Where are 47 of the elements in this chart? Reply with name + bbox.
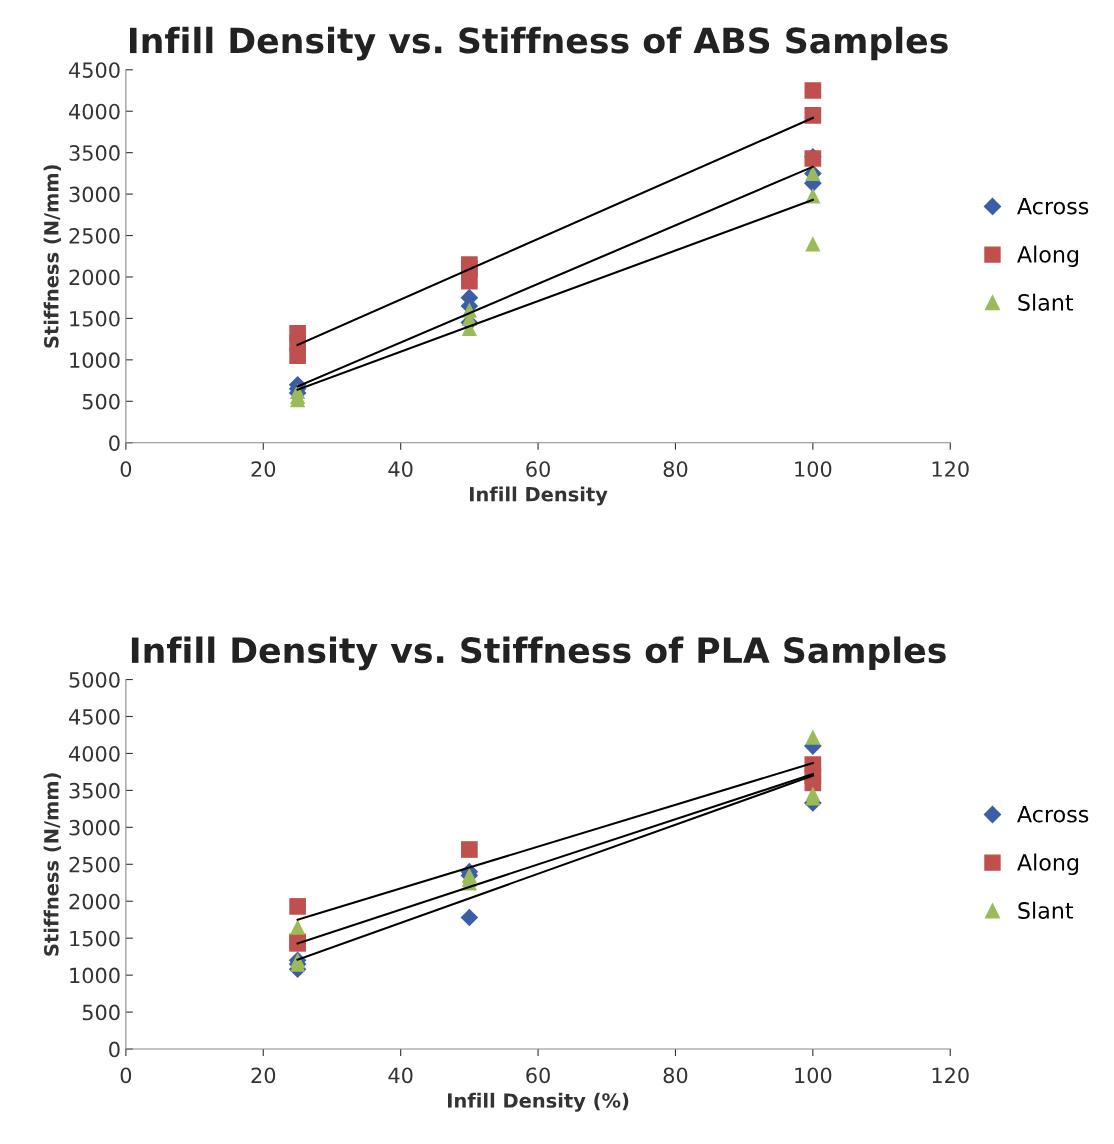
y-tick-label: 2500 xyxy=(69,856,120,873)
y-tick-label: 500 xyxy=(82,1004,120,1021)
y-tick-label: 1500 xyxy=(70,930,120,947)
x-tick-label: 120 xyxy=(932,1067,969,1084)
x-tick-label: 20 xyxy=(251,461,276,477)
y-axis-title: Stiffness (N/mm) xyxy=(43,773,61,956)
x-tick-label: 20 xyxy=(251,1067,276,1084)
y-tick-label: 2000 xyxy=(69,269,120,286)
y-tick-label: 4500 xyxy=(69,62,120,78)
y-tick-label: 1000 xyxy=(70,967,120,984)
x-tick-label: 40 xyxy=(388,1067,413,1084)
x-axis-title: Infill Density xyxy=(470,486,608,506)
y-tick-label: 3000 xyxy=(69,186,120,203)
legend-label: Slant xyxy=(1018,901,1074,919)
x-axis-title: Infill Density (%) xyxy=(447,1092,629,1112)
chart-title: Infill Density vs. Stiffness of PLA Samples xyxy=(131,636,946,671)
x-tick-label: 100 xyxy=(795,461,832,477)
y-axis-title: Stiffness (N/mm) xyxy=(43,165,61,348)
y-tick-label: 1000 xyxy=(70,352,120,369)
x-tick-label: 120 xyxy=(932,461,969,477)
legend-label: Along xyxy=(1017,245,1079,268)
y-tick-label: 3500 xyxy=(69,145,120,161)
y-tick-label: 4500 xyxy=(69,708,120,725)
y-tick-label: 0 xyxy=(109,1041,120,1058)
x-tick-label: 80 xyxy=(663,1067,688,1084)
legend-label: Along xyxy=(1017,853,1079,876)
y-tick-label: 2000 xyxy=(69,893,120,910)
legend-label: Across xyxy=(1017,806,1089,823)
x-tick-label: 60 xyxy=(526,461,550,477)
x-tick-label: 40 xyxy=(388,461,413,477)
legend-label: Across xyxy=(1017,198,1089,215)
y-tick-label: 3000 xyxy=(69,819,120,836)
y-tick-label: 500 xyxy=(82,393,120,410)
x-tick-label: 100 xyxy=(795,1067,832,1084)
y-tick-label: 2500 xyxy=(69,227,120,244)
chart-title: Infill Density vs. Stiffness of ABS Samples xyxy=(129,26,948,61)
legend-label: Slant xyxy=(1018,293,1074,311)
y-tick-label: 3500 xyxy=(69,782,120,799)
y-tick-label: 4000 xyxy=(69,103,120,120)
y-tick-label: 0 xyxy=(109,435,120,451)
x-tick-label: 60 xyxy=(526,1067,550,1084)
y-tick-label: 5000 xyxy=(69,671,120,688)
x-tick-label: 80 xyxy=(663,461,688,477)
x-tick-label: 0 xyxy=(120,461,132,477)
y-tick-label: 4000 xyxy=(69,745,120,762)
x-tick-label: 0 xyxy=(120,1067,132,1084)
y-tick-label: 1500 xyxy=(70,310,120,327)
